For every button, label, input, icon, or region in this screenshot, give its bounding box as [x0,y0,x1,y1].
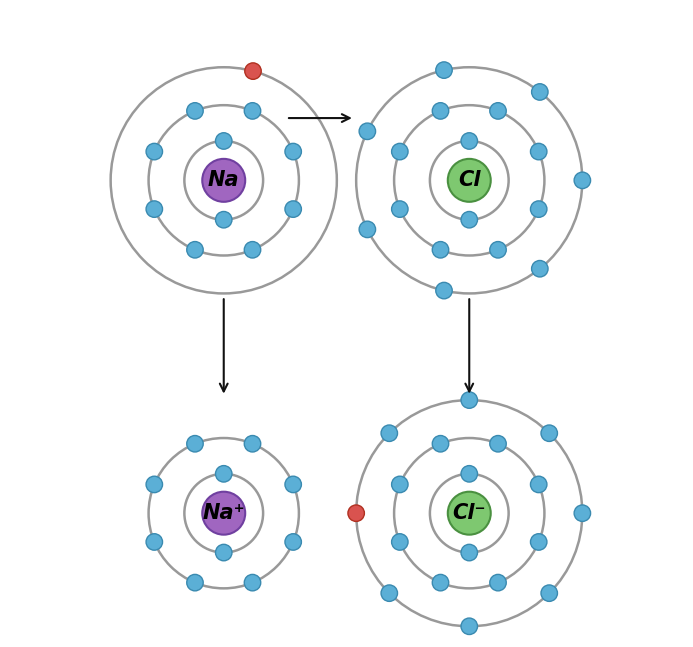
Circle shape [432,575,449,591]
Circle shape [530,476,547,492]
Circle shape [490,103,507,119]
Circle shape [146,476,163,492]
Circle shape [216,544,232,561]
Circle shape [392,144,408,160]
Circle shape [461,466,477,482]
Circle shape [216,212,232,228]
Circle shape [490,435,507,452]
Circle shape [461,544,477,561]
Circle shape [436,282,453,299]
Circle shape [244,575,261,591]
Circle shape [541,585,557,602]
Circle shape [381,425,398,441]
Circle shape [461,212,477,228]
Circle shape [574,505,590,521]
Circle shape [392,476,408,492]
Circle shape [359,123,376,140]
Circle shape [490,575,507,591]
Circle shape [216,133,232,149]
Circle shape [392,201,408,217]
Circle shape [381,585,398,602]
Circle shape [541,425,557,441]
Text: Cl: Cl [458,170,480,190]
Circle shape [202,159,245,202]
Circle shape [532,83,548,100]
Circle shape [348,505,365,521]
Circle shape [186,241,203,258]
Circle shape [392,534,408,550]
Circle shape [448,492,491,534]
Circle shape [146,144,163,160]
Circle shape [245,63,261,80]
Circle shape [574,172,590,188]
Circle shape [359,221,376,237]
Circle shape [244,103,261,119]
Circle shape [146,201,163,217]
Circle shape [532,261,548,277]
Circle shape [244,435,261,452]
Circle shape [432,103,449,119]
Text: Na: Na [208,170,240,190]
Circle shape [285,201,301,217]
Circle shape [146,534,163,550]
Circle shape [461,133,477,149]
Circle shape [285,476,301,492]
Circle shape [530,144,547,160]
Text: Na⁺: Na⁺ [202,503,245,523]
Circle shape [186,435,203,452]
Circle shape [461,618,477,635]
Circle shape [285,534,301,550]
Circle shape [202,492,245,534]
Circle shape [244,241,261,258]
Circle shape [530,534,547,550]
Text: Cl⁻: Cl⁻ [453,503,486,523]
Circle shape [285,144,301,160]
Circle shape [186,575,203,591]
Circle shape [216,466,232,482]
Circle shape [436,62,453,78]
Circle shape [432,435,449,452]
Circle shape [186,103,203,119]
Circle shape [432,241,449,258]
Circle shape [530,201,547,217]
Circle shape [490,241,507,258]
Circle shape [448,159,491,202]
Circle shape [461,392,477,408]
